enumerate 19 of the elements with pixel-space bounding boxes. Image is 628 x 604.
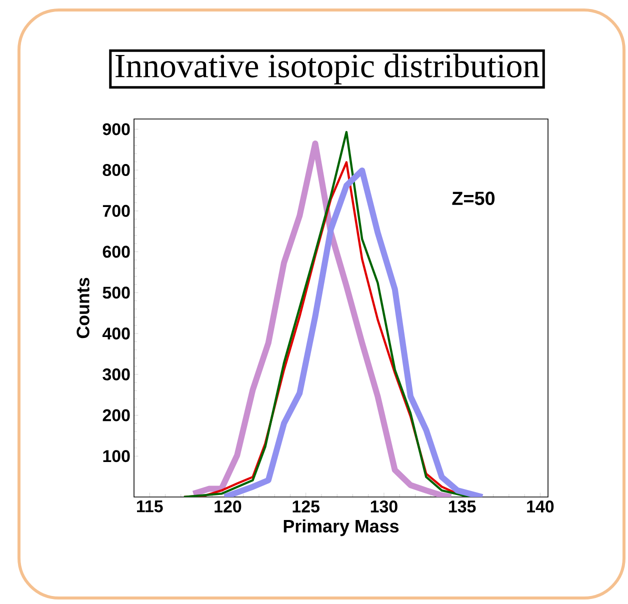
y-tick-label: 700 [102, 204, 130, 217]
x-tick-label: 135 [449, 500, 476, 513]
y-tick-label: 400 [102, 328, 130, 340]
chart-title: Innovative isotopic distribution [116, 54, 540, 84]
x-tick-label: 130 [370, 500, 398, 513]
y-tick-label: 200 [102, 409, 130, 422]
y-tick-label: 300 [102, 368, 130, 380]
y-tick-label: 100 [103, 450, 130, 462]
x-tick-label: 120 [214, 500, 242, 512]
x-tick-label: 125 [292, 500, 320, 512]
annotation: Z=50 [452, 192, 495, 206]
y-axis-title: Counts [76, 278, 90, 338]
y-tick-label: 600 [102, 246, 130, 258]
y-tick-label: 800 [102, 164, 130, 176]
y-tick-label: 500 [102, 286, 130, 299]
x-tick-label: 140 [527, 500, 554, 512]
x-axis-title: Primary Mass [284, 519, 399, 536]
x-tick-label: 115 [137, 500, 163, 512]
y-tick-label: 900 [102, 123, 130, 136]
